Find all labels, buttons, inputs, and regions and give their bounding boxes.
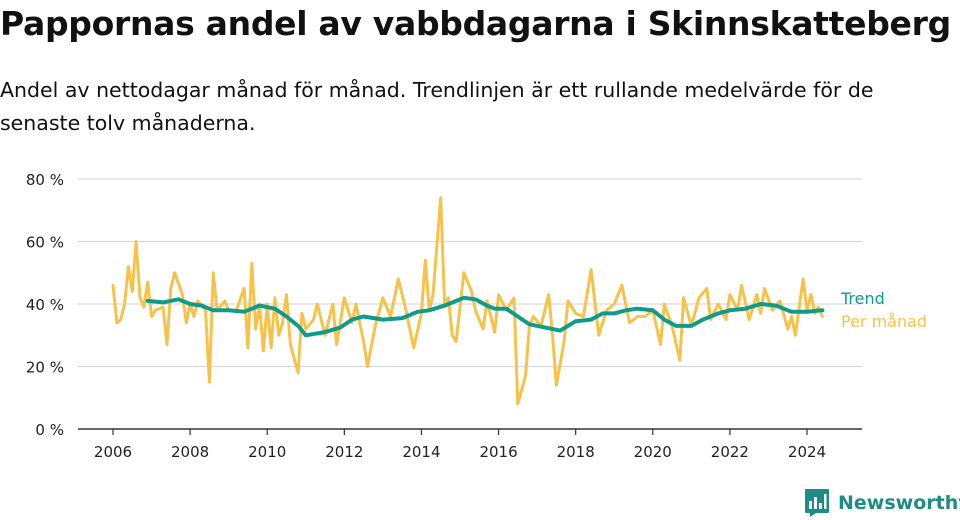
x-tick-label: 2012: [325, 443, 363, 461]
x-tick-label: 2020: [634, 443, 672, 461]
x-tick-label: 2014: [402, 443, 440, 461]
y-tick-label: 80 %: [26, 171, 64, 189]
x-tick-label: 2022: [711, 443, 749, 461]
newsworthy-brand: Newsworthy: [804, 488, 960, 518]
brand-name: Newsworthy: [838, 492, 960, 514]
chart-title: Pappornas andel av vabbdagarna i Skinnsk…: [0, 4, 951, 43]
chart-subtitle: Andel av nettodagar månad för månad. Tre…: [0, 78, 874, 135]
newsworthy-bar-chart-logo-icon: [805, 489, 829, 517]
x-tick-label: 2010: [248, 443, 286, 461]
x-tick-label: 2024: [788, 443, 826, 461]
legend-label: Trend: [840, 289, 885, 308]
x-tick-label: 2016: [479, 443, 517, 461]
y-tick-label: 40 %: [26, 296, 64, 314]
x-tick-label: 2006: [94, 443, 132, 461]
y-tick-label: 20 %: [26, 359, 64, 377]
legend-label: Per månad: [841, 312, 927, 331]
y-tick-label: 0 %: [35, 421, 64, 439]
x-tick-label: 2018: [557, 443, 595, 461]
monthly-line: [111, 196, 824, 406]
trend-line: [145, 295, 825, 338]
y-tick-label: 60 %: [26, 234, 64, 252]
x-tick-label: 2008: [171, 443, 209, 461]
line-chart: 0 % 20 % 40 % 60 % 80 % 2006 2008 2010 2012 2014 2…: [26, 171, 927, 461]
